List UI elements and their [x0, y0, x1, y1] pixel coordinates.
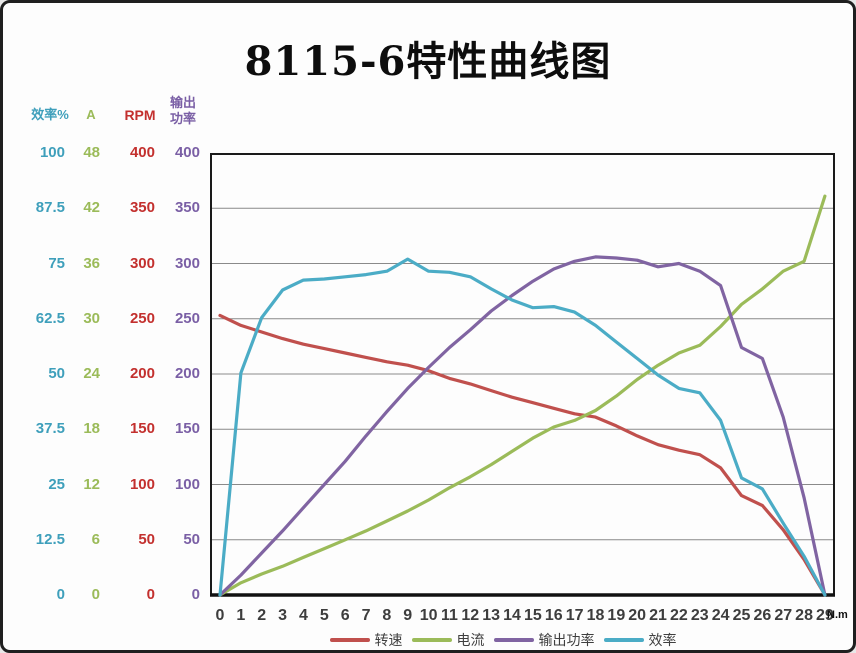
x-tick-26: 26 — [753, 607, 772, 624]
y-tick-rpm-150: 150 — [129, 420, 155, 438]
y-tick-current-0: 0 — [91, 586, 100, 603]
x-tick-19: 19 — [607, 607, 626, 624]
y-tick-rpm-400: 400 — [129, 144, 155, 161]
x-tick-7: 7 — [361, 607, 371, 624]
series-line-current — [218, 194, 827, 597]
chart-legend: 转速 电流 输出功率 效率 — [183, 630, 823, 650]
legend-label-speed: 转速 — [374, 632, 403, 648]
y-tick-power-0: 0 — [191, 586, 200, 603]
y-tick-current-36: 36 — [83, 254, 100, 272]
x-tick-29: 29 — [816, 607, 834, 624]
y-tick-efficiency-0: 0 — [56, 586, 65, 603]
legend-label-efficiency: 效率 — [648, 632, 677, 648]
y-axis-header-rpm: RPM — [124, 107, 156, 123]
legend-marker-efficiency — [603, 638, 644, 642]
legend-marker-speed — [329, 638, 370, 642]
x-tick-17: 17 — [565, 607, 584, 624]
y-tick-rpm-0: 0 — [146, 586, 155, 603]
x-tick-25: 25 — [732, 607, 751, 624]
legend-item-efficiency: 效率 — [603, 630, 677, 650]
series-line-efficiency — [218, 257, 827, 597]
x-tick-24: 24 — [711, 607, 730, 624]
y-tick-power-300: 300 — [174, 254, 200, 272]
y-tick-efficiency-87.5: 87.5 — [35, 199, 65, 217]
y-tick-power-150: 150 — [174, 420, 200, 438]
plot-area — [210, 153, 838, 600]
y-tick-rpm-250: 250 — [129, 309, 155, 327]
x-tick-3: 3 — [278, 607, 288, 624]
y-tick-power-50: 50 — [183, 530, 200, 548]
y-tick-efficiency-12.5: 12.5 — [35, 530, 65, 548]
legend-label-current: 电流 — [456, 632, 485, 648]
x-tick-27: 27 — [774, 607, 793, 624]
x-axis-unit-label: N.m — [827, 609, 848, 621]
y-tick-current-42: 42 — [83, 199, 100, 217]
y-axis-header-current: A — [86, 107, 96, 122]
x-tick-9: 9 — [403, 607, 413, 624]
y-tick-rpm-50: 50 — [138, 530, 155, 548]
x-tick-15: 15 — [523, 607, 542, 624]
y-tick-efficiency-50: 50 — [48, 365, 65, 382]
x-tick-4: 4 — [298, 607, 308, 624]
x-tick-21: 21 — [649, 607, 667, 624]
x-tick-12: 12 — [461, 607, 480, 624]
x-tick-14: 14 — [503, 607, 521, 624]
x-tick-0: 0 — [215, 607, 225, 624]
y-tick-power-350: 350 — [174, 199, 200, 217]
y-tick-current-48: 48 — [83, 144, 100, 161]
legend-marker-power — [493, 638, 534, 642]
x-tick-22: 22 — [670, 607, 688, 624]
y-tick-rpm-100: 100 — [129, 475, 155, 493]
legend-item-speed: 转速 — [329, 630, 403, 650]
series-line-speed — [218, 313, 827, 597]
legend-marker-current — [411, 638, 452, 642]
y-tick-efficiency-37.5: 37.5 — [35, 420, 65, 438]
x-tick-18: 18 — [586, 607, 605, 624]
y-tick-efficiency-75: 75 — [48, 254, 65, 272]
x-tick-5: 5 — [319, 607, 329, 624]
y-axis-header-efficiency: 效率% — [31, 107, 69, 122]
legend-item-power: 输出功率 — [493, 630, 595, 650]
y-tick-current-24: 24 — [83, 365, 100, 382]
x-tick-16: 16 — [544, 607, 563, 624]
y-tick-current-6: 6 — [91, 530, 100, 548]
y-tick-power-400: 400 — [174, 144, 200, 161]
x-tick-6: 6 — [340, 607, 350, 624]
x-tick-1: 1 — [236, 607, 246, 624]
y-tick-power-100: 100 — [174, 475, 200, 493]
legend-item-current: 电流 — [411, 630, 485, 650]
x-tick-20: 20 — [628, 607, 647, 624]
y-tick-rpm-200: 200 — [129, 365, 155, 382]
chart-title: 8115-6特性曲线图 — [244, 38, 612, 85]
y-tick-current-12: 12 — [83, 475, 100, 493]
y-tick-rpm-300: 300 — [129, 254, 155, 272]
x-tick-23: 23 — [690, 607, 709, 624]
x-tick-2: 2 — [257, 607, 267, 624]
legend-label-power: 输出功率 — [538, 632, 595, 648]
y-tick-current-18: 18 — [83, 420, 100, 438]
x-tick-28: 28 — [795, 607, 813, 624]
x-tick-11: 11 — [440, 607, 458, 624]
y-tick-current-30: 30 — [83, 309, 100, 327]
x-tick-10: 10 — [419, 607, 438, 624]
y-tick-rpm-350: 350 — [129, 199, 155, 217]
series-line-power — [218, 255, 827, 597]
y-tick-efficiency-25: 25 — [48, 475, 65, 493]
y-tick-power-250: 250 — [174, 309, 200, 327]
y-tick-power-200: 200 — [174, 365, 200, 382]
y-tick-efficiency-62.5: 62.5 — [35, 309, 65, 327]
x-tick-13: 13 — [482, 607, 501, 624]
x-tick-8: 8 — [382, 607, 392, 624]
y-axis-header-power: 输出功率 — [169, 95, 196, 126]
y-tick-efficiency-100: 100 — [39, 144, 65, 161]
chart-canvas — [210, 153, 835, 597]
